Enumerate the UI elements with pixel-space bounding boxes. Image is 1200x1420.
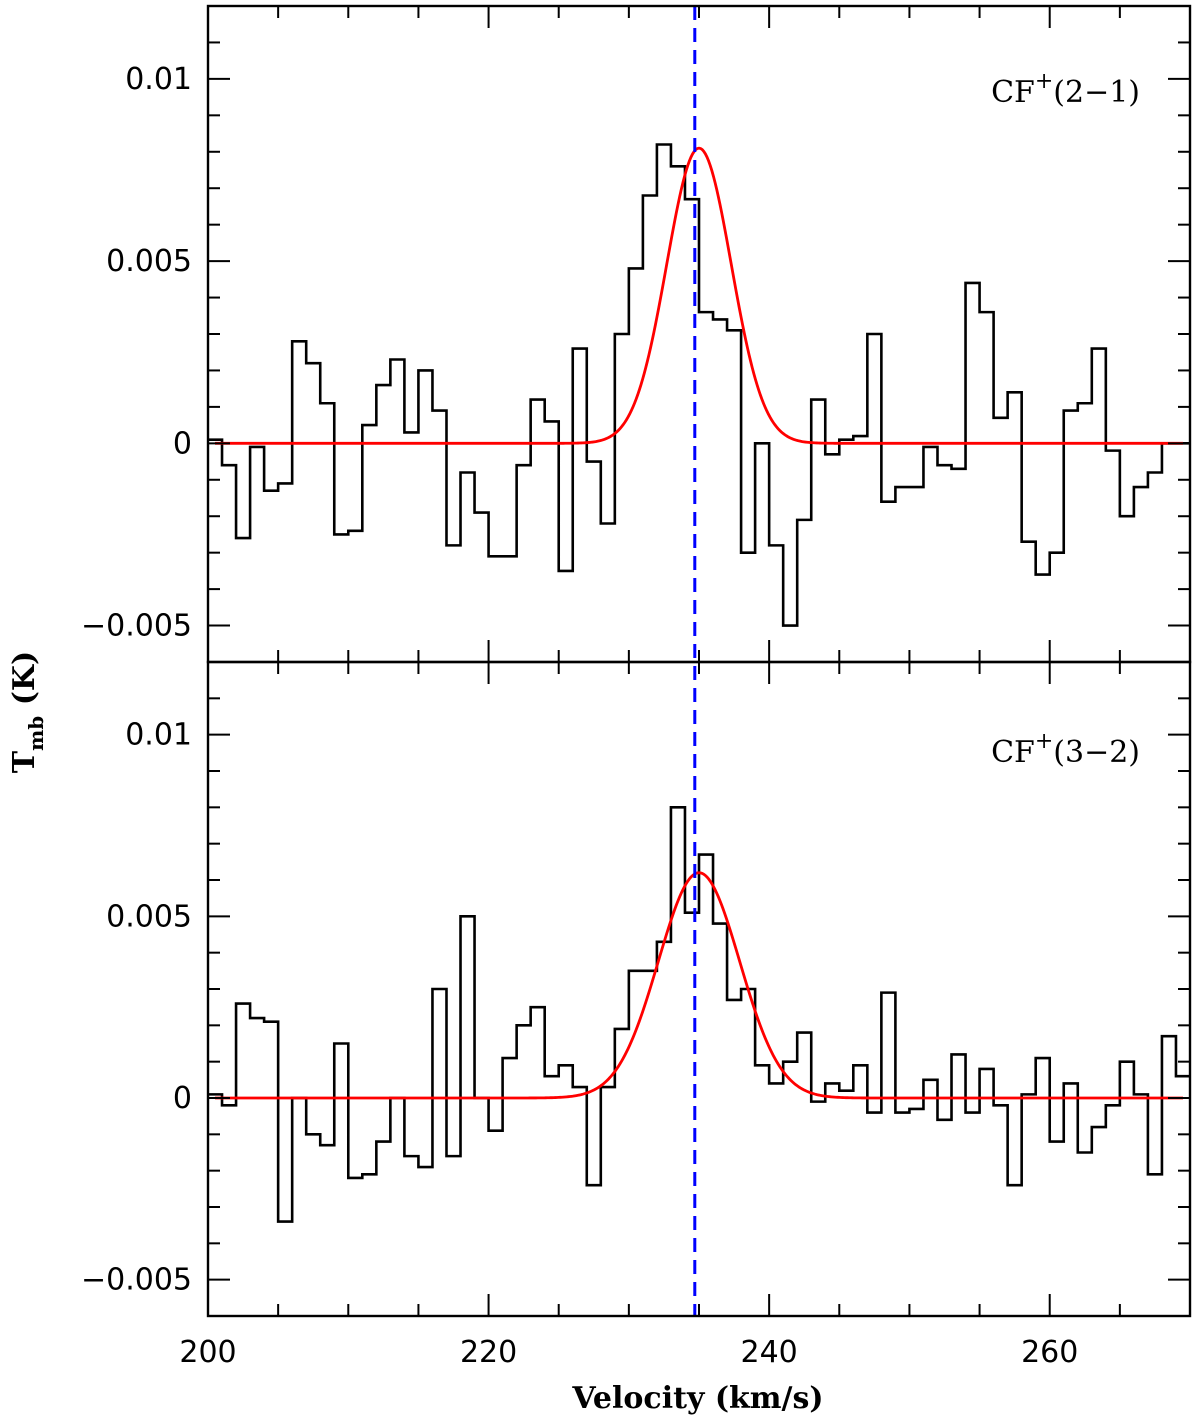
panel-top: −0.005 0 0.005 0.01 CF+(2−1) bbox=[81, 5, 1191, 663]
transition-label-bottom: CF+(3−2) bbox=[991, 729, 1140, 770]
y-tick-label: 0.01 bbox=[125, 62, 192, 97]
plot-area-bottom bbox=[208, 806, 1190, 1223]
y-tick-label: −0.005 bbox=[81, 609, 192, 644]
x-tick-label: 220 bbox=[460, 1335, 517, 1370]
spectrum-histogram-bottom bbox=[208, 806, 1190, 1223]
axes-frame bbox=[206, 4, 1192, 1318]
x-tick-label: 260 bbox=[1021, 1335, 1078, 1370]
y-axis-title: Tmb (K) bbox=[7, 651, 48, 773]
panel-frame-bottom bbox=[206, 660, 1192, 1318]
x-axis-title: Velocity (km/s) bbox=[571, 1381, 823, 1416]
panel-frame-top bbox=[206, 4, 1192, 664]
plot-area-top bbox=[208, 143, 1190, 627]
spectrum-histogram-top bbox=[208, 143, 1190, 627]
y-tick-label: 0 bbox=[173, 1081, 192, 1116]
panels: −0.005 0 0.005 0.01 CF+(2−1) −0.005 0 0.005 0.01… bbox=[81, 5, 1191, 1370]
y-axis-title-unit: (K) bbox=[7, 651, 42, 716]
y-tick-label: 0.005 bbox=[106, 899, 192, 934]
ticks-bottom bbox=[207, 661, 1191, 1317]
y-axis-title-sub: mb bbox=[24, 716, 48, 751]
y-tick-label: 0.005 bbox=[106, 244, 192, 279]
transition-label-top: CF+(2−1) bbox=[991, 69, 1140, 110]
y-tick-label: −0.005 bbox=[81, 1263, 192, 1298]
panel-bottom: −0.005 0 0.005 0.01 200 220 240 260 CF+(3−2) bbox=[81, 661, 1191, 1370]
y-axis-title-main: T bbox=[7, 750, 42, 773]
y-tick-label: 0 bbox=[173, 426, 192, 461]
gaussian-fit-bottom bbox=[215, 871, 1183, 1100]
x-tick-label: 200 bbox=[179, 1335, 236, 1370]
y-tick-label: 0.01 bbox=[125, 718, 192, 753]
ticks-top bbox=[207, 5, 1191, 663]
gaussian-fit-top bbox=[215, 146, 1183, 445]
svg-text:Tmb (K): Tmb (K) bbox=[7, 651, 48, 773]
x-tick-label: 240 bbox=[741, 1335, 798, 1370]
